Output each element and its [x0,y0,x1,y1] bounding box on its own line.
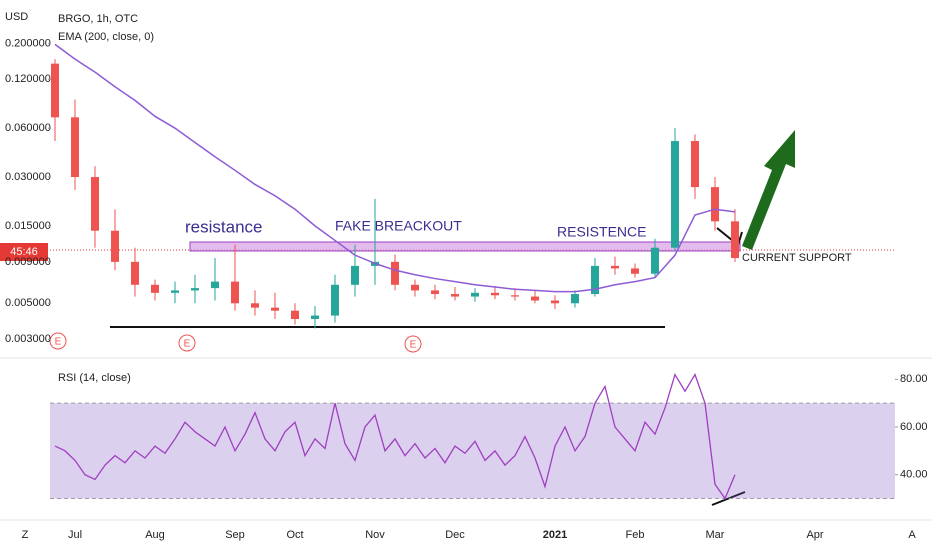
candle-body [311,315,319,320]
candle-body [51,63,59,118]
candle-body [291,310,299,320]
x-tick-label: Dec [445,529,465,541]
corner-button[interactable]: Z [22,529,29,541]
candle-body [251,303,259,308]
candle-body [611,265,619,269]
candle-body [211,281,219,289]
ema-line [54,43,736,293]
candle-body [731,221,739,259]
x-tick-label: Nov [365,529,385,541]
candle-body [191,288,199,291]
earnings-marker[interactable] [49,332,67,350]
y-tick-label: 0.005000 [5,297,51,309]
x-tick-label: Aug [145,529,165,541]
earnings-marker-label[interactable]: E [410,340,417,351]
y-tick-label: 80.00 [900,373,928,385]
candle-body [651,247,659,274]
y-tick-label: 0.009000 [5,256,51,268]
candle-body [231,281,239,304]
price-countdown: 45:46 [10,246,38,258]
x-tick-label: Mar [706,529,725,541]
resistance-zone [189,241,741,252]
y-tick-label: 0.030000 [5,171,51,183]
y-tick-label: 0.120000 [5,73,51,85]
y-tick-label: 0.200000 [5,37,51,49]
annotation: CURRENT SUPPORT [742,252,852,264]
up-arrow [742,130,795,250]
candle-body [571,294,579,304]
candle-body [471,292,479,297]
y-tick-label: 0.015000 [5,220,51,232]
candle-body [451,294,459,297]
candle-body [391,261,399,285]
candle-body [671,141,679,248]
rsi-trend-line [711,491,746,506]
candle-body [691,141,699,188]
candle-body [111,230,119,262]
candle-body [631,268,639,274]
earnings-marker-label[interactable]: E [184,339,191,350]
x-tick-label: Sep [225,529,245,541]
earnings-marker-label[interactable]: E [55,337,62,348]
candle-body [151,284,159,293]
y-axis-label: USD [5,11,28,23]
candle-body [491,292,499,296]
earnings-marker[interactable] [178,334,196,352]
annotation: RESISTENCE [557,224,646,240]
candle-body [591,265,599,295]
rsi-line [54,372,736,500]
candle-body [91,177,99,231]
chart-title: BRGO, 1h, OTC [58,13,138,25]
price-tag [0,243,48,261]
rsi-title: RSI (14, close) [58,372,131,384]
candle-body [131,261,139,285]
annotation: FAKE BREACKOUT [335,218,462,234]
rsi-band [50,403,895,499]
y-tick-label: 60.00 [900,421,928,433]
earnings-marker[interactable] [404,335,422,353]
annotation: resistance [185,217,262,236]
candle-body [331,284,339,316]
candle-body [531,296,539,301]
candle-body [271,307,279,311]
x-tick-label: Apr [806,529,823,541]
indicator-label: EMA (200, close, 0) [58,31,154,43]
candle-body [71,117,79,178]
x-tick-label: Feb [626,529,645,541]
candle-body [711,187,719,222]
candle-body [171,290,179,293]
y-tick-label: 40.00 [900,469,928,481]
candle-body [511,295,519,297]
candle-body [351,265,359,285]
x-tick-label: 2021 [543,529,567,541]
x-tick-label: Jul [68,529,82,541]
corner-button[interactable]: A [908,529,916,541]
y-tick-label: 0.003000 [5,333,51,345]
candle-body [551,300,559,304]
candle-body [431,290,439,295]
candle-body [411,284,419,291]
y-tick-label: 0.060000 [5,122,51,134]
x-tick-label: Oct [286,529,303,541]
